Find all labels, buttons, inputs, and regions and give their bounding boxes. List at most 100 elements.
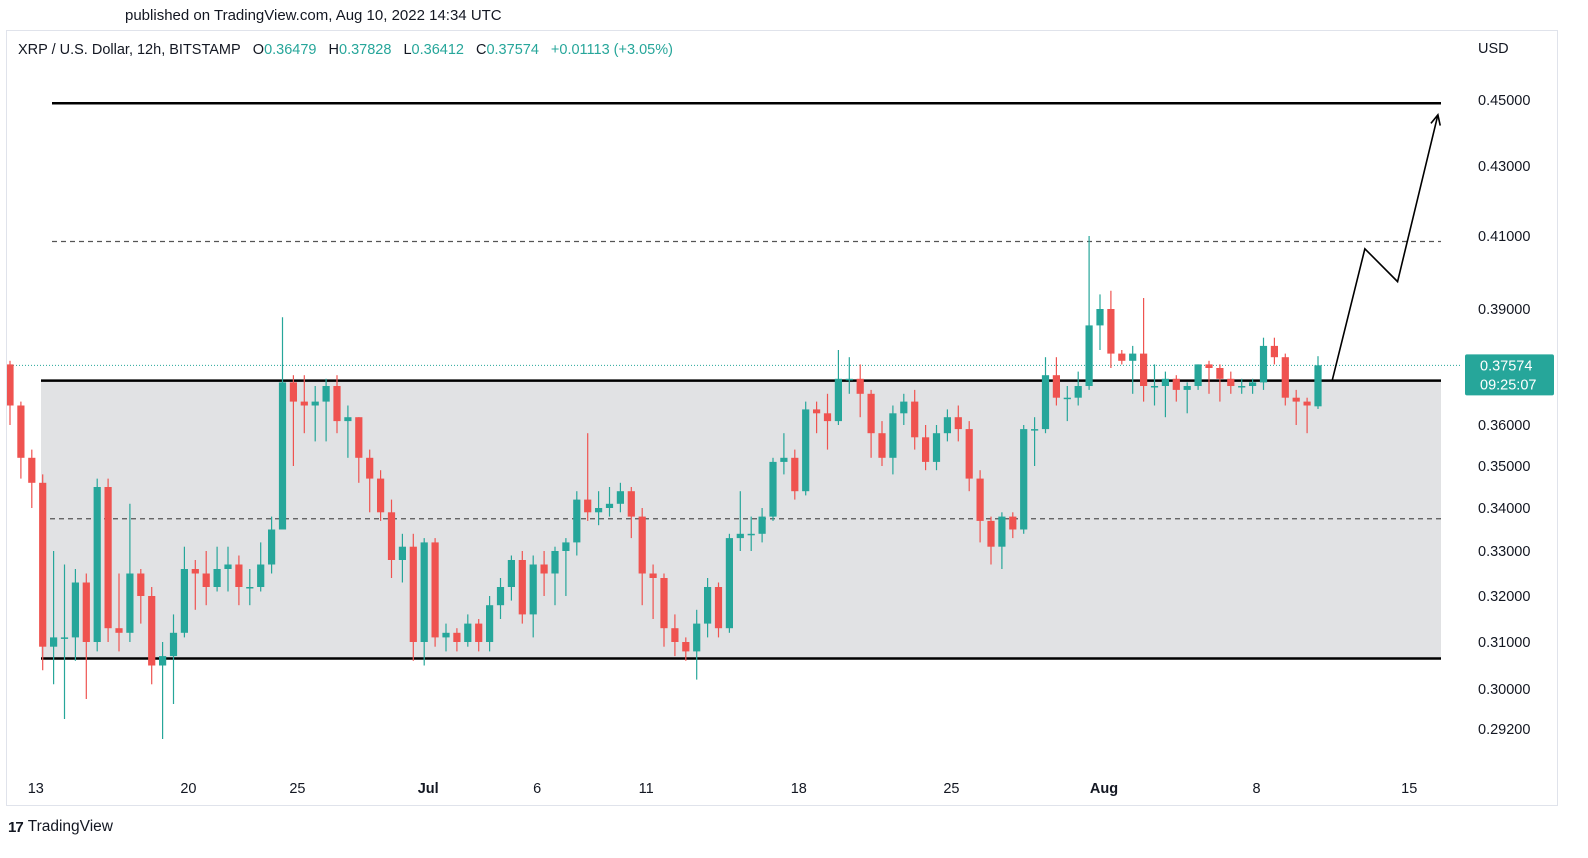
candle-body (649, 573, 657, 578)
candle-body (1096, 309, 1104, 326)
candle (475, 619, 483, 652)
candle-body (595, 508, 603, 513)
candle (813, 401, 821, 434)
y-tick-label: 0.32000 (1478, 589, 1530, 605)
candle-body (704, 587, 712, 624)
symbol-legend: XRP / U.S. Dollar, 12h, BITSTAMP O0.3647… (18, 42, 673, 58)
candle (1161, 371, 1169, 418)
candle-body (224, 564, 232, 569)
candle (780, 433, 788, 475)
candle (1009, 512, 1017, 539)
candle (562, 538, 570, 596)
candle (82, 573, 90, 699)
candle (1259, 337, 1268, 390)
candle-body (137, 573, 145, 596)
candle-body (1183, 386, 1191, 390)
candle-body (954, 417, 962, 430)
candle-body (1238, 386, 1246, 388)
candle-body (344, 417, 352, 422)
x-tick-label: 18 (791, 781, 807, 797)
candle-body (965, 429, 973, 479)
candle-body (322, 386, 330, 402)
candle (71, 569, 79, 661)
candle (453, 628, 461, 652)
candle-body (355, 417, 363, 458)
badge-countdown: 09:25:07 (1480, 377, 1536, 393)
candle (529, 555, 537, 638)
candle (213, 546, 221, 592)
candle-body (148, 596, 156, 666)
candle (1052, 357, 1060, 406)
candle (671, 614, 679, 657)
candle-body (191, 569, 199, 574)
candle (889, 405, 897, 475)
candle-body (246, 587, 254, 589)
candle (1118, 350, 1126, 365)
range-rectangle (41, 380, 1441, 659)
candle (1249, 378, 1257, 394)
last-price-badge: 0.37574 09:25:07 (1465, 354, 1554, 396)
candle (257, 542, 265, 592)
candle (28, 449, 36, 508)
candle (496, 578, 505, 619)
candle (1270, 337, 1278, 365)
brand-name: TradingView (27, 818, 113, 835)
candle (409, 533, 417, 661)
candle-body (769, 461, 777, 517)
candle-body (998, 516, 1006, 547)
candle (736, 491, 744, 551)
x-tick-label: 8 (1253, 781, 1261, 797)
candle (856, 364, 864, 418)
candle-body (60, 637, 69, 639)
candle (758, 508, 766, 543)
candle (377, 470, 385, 521)
candle-body (104, 487, 112, 629)
x-tick-label: Jul (418, 781, 439, 797)
candle (420, 538, 428, 666)
change-value: +0.01113 (+3.05%) (550, 42, 673, 58)
tradingview-brand[interactable]: 17 TradingView (8, 818, 113, 836)
candle (93, 478, 101, 652)
y-tick-label: 0.39000 (1478, 302, 1530, 318)
y-tick-label: 0.35000 (1478, 459, 1530, 475)
price-axis[interactable]: USD 0.45000 0.43000 0.41000 0.39000 0.36000 0.… (1478, 41, 1530, 738)
candle (202, 551, 210, 606)
candle (1172, 375, 1180, 402)
candle-body (823, 413, 832, 422)
badge-price: 0.37574 (1480, 358, 1532, 374)
candle-body (1194, 364, 1202, 386)
candle (333, 375, 341, 434)
time-axis[interactable]: 13 20 25 Jul 6 11 18 25 Aug 8 15 (28, 781, 1418, 797)
candle-body (758, 516, 766, 534)
candle-body (1281, 357, 1289, 398)
candle (1140, 298, 1148, 402)
candle-body (442, 632, 450, 638)
candle (289, 375, 297, 466)
candle-body (1270, 345, 1278, 358)
candle (911, 389, 919, 450)
candle-body (1085, 325, 1093, 386)
candle-body (845, 378, 853, 381)
candle (802, 401, 810, 496)
candle-body (573, 499, 581, 543)
candle-body (791, 457, 799, 492)
candle (1194, 364, 1202, 390)
candle (224, 546, 232, 592)
candle (867, 389, 875, 458)
candle-body (714, 587, 723, 629)
candle (573, 491, 581, 556)
candle (627, 487, 635, 539)
y-tick-label: 0.45000 (1478, 93, 1530, 109)
candle-body (377, 478, 385, 513)
candle (518, 551, 526, 624)
candle (616, 482, 624, 513)
candle (180, 546, 188, 638)
candle (900, 393, 908, 425)
candle-body (889, 413, 897, 458)
candle-body (17, 405, 25, 458)
candle-body (638, 516, 646, 574)
candle-body (1249, 382, 1257, 386)
candle-body (50, 637, 58, 647)
candle-body (1107, 309, 1115, 354)
